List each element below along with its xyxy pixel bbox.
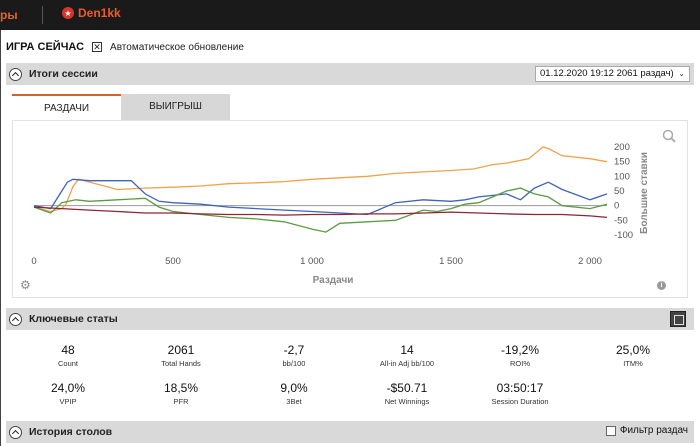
x-tick-label: 1 000 [300, 256, 324, 267]
y-tick-label: -100 [614, 230, 633, 241]
info-icon[interactable]: i [657, 281, 666, 290]
stat-allin-adj: 14 All-in Adj bb/100 [352, 343, 462, 368]
stat-vpip: 24,0% VPIP [13, 381, 123, 406]
y-axis-ticks: 200 150 100 50 0 -50 -100 [614, 142, 633, 241]
player-tab[interactable]: ★ Den1kk [62, 6, 121, 20]
stat-bb100: -2,7 bb/100 [239, 343, 349, 368]
pokerstars-logo-icon: ★ [62, 7, 74, 19]
page-title: ИГРА СЕЙЧАС [6, 41, 85, 53]
stat-itm: 25,0% ITM% [578, 343, 688, 368]
series-line-blue [33, 178, 608, 216]
y-tick-label: 150 [614, 157, 630, 168]
y-tick-label: 200 [614, 142, 630, 153]
hand-filter[interactable]: Фильтр раздач [605, 425, 688, 436]
stat-value: -$50.71 [386, 381, 428, 395]
stat-total-hands: 2061 Total Hands [126, 343, 236, 368]
hand-filter-checkbox[interactable] [605, 425, 616, 436]
stat-label: PFR [173, 397, 189, 406]
stat-value: 03:50:17 [496, 381, 544, 395]
key-stats-title: Ключевые статы [29, 313, 118, 325]
stat-label: ROI% [509, 359, 530, 368]
key-stats-grid: 48 Count 2061 Total Hands -2,7 bb/100 14… [6, 333, 694, 411]
stat-3bet: 9,0% 3Bet [239, 381, 349, 406]
top-bar: ры ★ Den1kk [0, 0, 700, 30]
y-axis-title: Большие ставки [639, 152, 650, 234]
stat-label: Total Hands [161, 359, 201, 368]
stat-label: Count [57, 359, 78, 368]
x-axis-ticks: 0 500 1 000 1 500 2 000 [31, 256, 602, 267]
x-tick-label: 0 [31, 256, 36, 267]
stat-net-winnings: -$50.71 Net Winnings [352, 381, 462, 406]
chart-lines [33, 146, 608, 233]
header-row: ИГРА СЕЙЧАС ✕ Автоматическое обновление [6, 40, 244, 54]
x-tick-label: 1 500 [439, 256, 463, 267]
session-select-value: 01.12.2020 19:12 2061 раздач) [540, 68, 674, 79]
hand-filter-label: Фильтр раздач [619, 425, 688, 436]
y-tick-label: 50 [614, 186, 625, 197]
stat-value: 14 [400, 343, 414, 357]
y-tick-label: 100 [614, 171, 630, 182]
chart-tabs: РАЗДАЧИ ВЫИГРЫШ [12, 94, 230, 120]
stat-value: 48 [61, 343, 75, 357]
stat-pfr: 18,5% PFR [126, 381, 236, 406]
tab-winnings[interactable]: ВЫИГРЫШ [121, 94, 230, 120]
stat-value: -19,2% [500, 343, 540, 357]
y-tick-label: -50 [614, 215, 628, 226]
stat-session-duration: 03:50:17 Session Duration [465, 381, 575, 406]
collapse-session-icon[interactable] [9, 67, 22, 81]
gear-icon[interactable]: ⚙ [20, 278, 31, 292]
chevron-down-icon: ⌄ [678, 69, 685, 78]
table-history-title: История столов [29, 426, 113, 438]
stat-value: 25,0% [615, 343, 651, 357]
x-axis-title: Раздачи [313, 275, 354, 286]
stat-roi: -19,2% ROI% [465, 343, 575, 368]
x-tick-label: 2 000 [578, 256, 602, 267]
series-line-green [33, 187, 608, 233]
chart-svg: 0 500 1 000 1 500 2 000 200150100500-50-100 … [31, 142, 650, 286]
player-tab-name: Den1kk [78, 6, 121, 20]
stat-label: 3Bet [286, 397, 302, 406]
table-history-header: История столов Фильтр раздач [6, 421, 694, 443]
zoom-icon[interactable] [662, 129, 676, 143]
session-summary-header: Итоги сессии 01.12.2020 19:12 2061 разда… [6, 63, 694, 85]
stat-value: 9,0% [280, 381, 308, 395]
x-tick-label: 500 [165, 256, 181, 267]
collapse-stats-icon[interactable] [9, 312, 22, 326]
key-stats-header: Ключевые статы [6, 308, 694, 330]
y-tick-label: 0 [614, 201, 619, 212]
collapse-history-icon[interactable] [9, 425, 22, 439]
stat-value: -2,7 [283, 343, 305, 357]
layout-toggle-button[interactable] [670, 311, 686, 327]
stat-label: All-in Adj bb/100 [379, 359, 435, 368]
session-select[interactable]: 01.12.2020 19:12 2061 раздач) ⌄ [535, 66, 690, 82]
stat-label: Net Winnings [384, 397, 430, 406]
auto-update-label: Автоматическое обновление [110, 41, 244, 53]
tab-hands[interactable]: РАЗДАЧИ [12, 94, 121, 120]
session-summary-title: Итоги сессии [29, 68, 98, 80]
auto-update-checkbox[interactable]: ✕ [92, 42, 103, 52]
stat-label: bb/100 [282, 359, 306, 368]
stat-value: 2061 [167, 343, 195, 357]
stat-label: ITM% [623, 359, 643, 368]
stat-label: Session Duration [491, 397, 549, 406]
stat-count: 48 Count [13, 343, 123, 368]
series-line-red [33, 206, 608, 219]
left-tab-label[interactable]: ры [0, 8, 18, 22]
results-chart: 0 500 1 000 1 500 2 000 200 150 100 50 0 -50 -100 … [12, 120, 688, 298]
series-line-orange [33, 146, 608, 213]
stat-label: VPIP [59, 397, 77, 406]
tab-divider [42, 6, 43, 24]
stat-value: 24,0% [50, 381, 86, 395]
stat-value: 18,5% [163, 381, 199, 395]
